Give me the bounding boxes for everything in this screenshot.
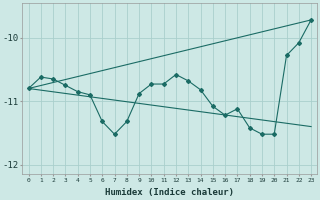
X-axis label: Humidex (Indice chaleur): Humidex (Indice chaleur) <box>105 188 234 197</box>
